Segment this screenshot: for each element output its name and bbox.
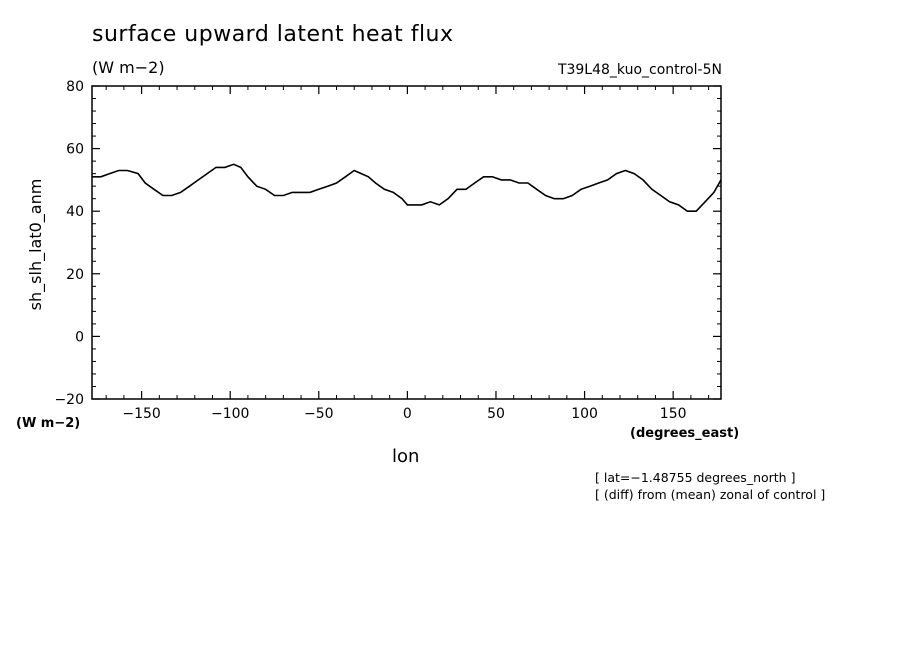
x-tick-label: 100 [571, 406, 598, 422]
footnote-latitude: [ lat=−1.48755 degrees_north ] [595, 470, 796, 485]
x-axis: −150 −100 −50 0 50 100 150 [122, 86, 687, 422]
plot-frame [91, 85, 722, 400]
x-axis-units: (degrees_east) [630, 426, 740, 441]
x-tick-label: 0 [403, 406, 412, 422]
y-axis-units: (W m−2) [16, 416, 81, 431]
y-tick-label: −20 [54, 392, 84, 408]
x-tick-label: −150 [122, 406, 160, 422]
x-tick-label: −50 [304, 406, 334, 422]
chart-title: surface upward latent heat flux [92, 22, 454, 47]
y-tick-label: 0 [75, 329, 84, 345]
x-tick-label: 50 [487, 406, 505, 422]
footnote-diff: [ (diff) from (mean) zonal of control ] [595, 487, 826, 502]
y-axis-label: sh_slh_lat0_anm [26, 179, 46, 311]
y-tick-label: 80 [66, 79, 84, 95]
run-name: T39L48_kuo_control-5N [557, 62, 722, 78]
y-tick-label: 60 [66, 142, 84, 158]
x-tick-label: 150 [660, 406, 687, 422]
chart-units: (W m−2) [92, 58, 165, 77]
minor-ticks [92, 86, 721, 399]
x-tick-label: −100 [211, 406, 249, 422]
y-axis: −20 0 20 40 60 80 [54, 79, 721, 408]
y-tick-label: 20 [66, 267, 84, 283]
y-tick-label: 40 [66, 204, 84, 220]
x-axis-label: lon [392, 446, 420, 467]
series-line [92, 163, 722, 212]
